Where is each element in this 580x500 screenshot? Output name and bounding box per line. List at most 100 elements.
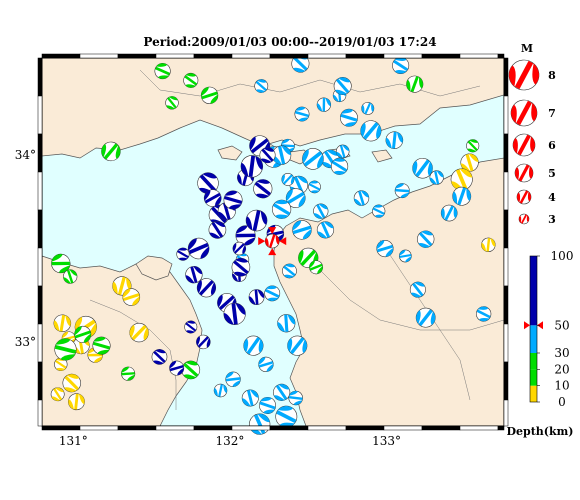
depth-color-band [530, 353, 537, 370]
kyushu-land [41, 255, 203, 427]
earthquake-event [313, 203, 329, 219]
earthquake-event [415, 307, 436, 328]
earthquake-event [282, 263, 297, 279]
earthquake-event [376, 239, 394, 258]
depth-color-band [530, 325, 537, 353]
magnitude-legend-label: 8 [548, 69, 556, 82]
frame-ticks [37, 53, 509, 431]
longitude-tick-label: 131° [59, 434, 88, 448]
earthquake-event [223, 302, 246, 326]
earthquake-event [121, 366, 136, 381]
earthquake-event [68, 393, 85, 411]
earthquake-event [392, 56, 410, 74]
earthquake-event [187, 237, 210, 260]
earthquake-event [208, 221, 227, 239]
earthquake-event [308, 180, 321, 194]
earthquake-event [54, 338, 77, 361]
depth-legend-label: 30 [554, 346, 569, 360]
magnitude-legend-title: M [521, 42, 533, 55]
magnitude-legend: M 8 7 6 5 4 3 [508, 42, 556, 226]
earthquake-event [223, 190, 243, 210]
earthquake-event [203, 189, 222, 207]
earthquake-event [281, 172, 295, 186]
mainshock-event [264, 233, 280, 249]
earthquake-event [481, 237, 496, 252]
earthquake-event [50, 387, 65, 402]
earthquake-event [74, 325, 92, 343]
earthquake-event [398, 249, 412, 263]
earthquake-event [353, 190, 370, 206]
earthquake-event [232, 241, 247, 256]
kunisaki-land [135, 255, 173, 281]
earthquake-event [185, 266, 203, 284]
earthquake-event [259, 396, 277, 414]
earthquake-event [409, 281, 426, 298]
magnitude-legend-label: 4 [548, 191, 556, 204]
earthquake-event [248, 289, 265, 305]
earthquake-event [181, 360, 201, 380]
earthquake-event [302, 148, 324, 170]
earthquake-event [122, 288, 141, 306]
earthquake-event [235, 225, 256, 246]
earthquake-event [316, 221, 335, 239]
earthquake-event [165, 96, 179, 110]
depth-color-band [530, 369, 537, 386]
earthquake-event [309, 260, 324, 275]
depth-legend-label: 10 [554, 379, 569, 393]
earthquake-event [360, 120, 382, 142]
earthquake-event [63, 269, 78, 284]
earthquake-event [406, 75, 424, 93]
earthquake-event [241, 389, 259, 407]
earthquake-event [287, 335, 308, 356]
earthquake-event [264, 285, 281, 302]
earthquake-event [253, 179, 273, 199]
depth-legend-label: 100 [551, 249, 574, 263]
longitude-tick-label: 133° [372, 434, 401, 448]
magnitude-legend-symbol [518, 213, 530, 225]
earthquake-event [151, 349, 168, 365]
earthquake-event [466, 139, 480, 153]
depth-marker-left [524, 321, 530, 330]
event-layer [50, 54, 496, 435]
earthquake-event [62, 373, 82, 393]
earthquake-event [372, 204, 386, 218]
earthquake-event [225, 371, 241, 387]
earthquake-event [101, 141, 121, 162]
earthquake-event [292, 220, 312, 240]
earthquake-event [254, 79, 269, 93]
magnitude-legend-symbol [510, 99, 538, 127]
earthquake-event [333, 77, 352, 95]
mainshock-arrow-right [279, 237, 287, 246]
magnitude-legend-label: 3 [548, 213, 556, 226]
earthquake-event [385, 131, 404, 149]
earthquake-event [450, 168, 473, 191]
magnitude-legend-label: 5 [548, 167, 556, 180]
earthquake-event [452, 186, 472, 206]
earthquake-event [476, 306, 492, 322]
earthquake-event [394, 183, 410, 199]
magnitude-legend-symbol [514, 163, 534, 183]
earthquake-event [183, 72, 199, 88]
earthquake-event [154, 63, 171, 80]
latitude-tick-label: 33° [15, 335, 36, 349]
depth-legend-label: 20 [554, 362, 569, 376]
earthquake-event [196, 278, 217, 298]
earthquake-event [169, 360, 185, 376]
magnitude-legend-label: 7 [548, 107, 556, 120]
earthquake-event [245, 209, 268, 232]
mainshock-arrow-top [268, 227, 277, 235]
depth-legend-title: Depth(km) [507, 425, 574, 438]
mainshock-arrow-bottom [268, 248, 277, 256]
earthquake-event [330, 157, 349, 175]
earthquake-event [53, 314, 72, 333]
earthquake-event [184, 320, 198, 334]
latitude-tick-label: 34° [15, 148, 36, 162]
axis-labels: 131° 132° 133° 34° 33° [15, 148, 401, 448]
island [371, 149, 393, 163]
depth-color-band [530, 256, 537, 326]
earthquake-event [92, 336, 111, 355]
earthquake-event [320, 149, 340, 169]
earthquake-event [275, 405, 298, 428]
